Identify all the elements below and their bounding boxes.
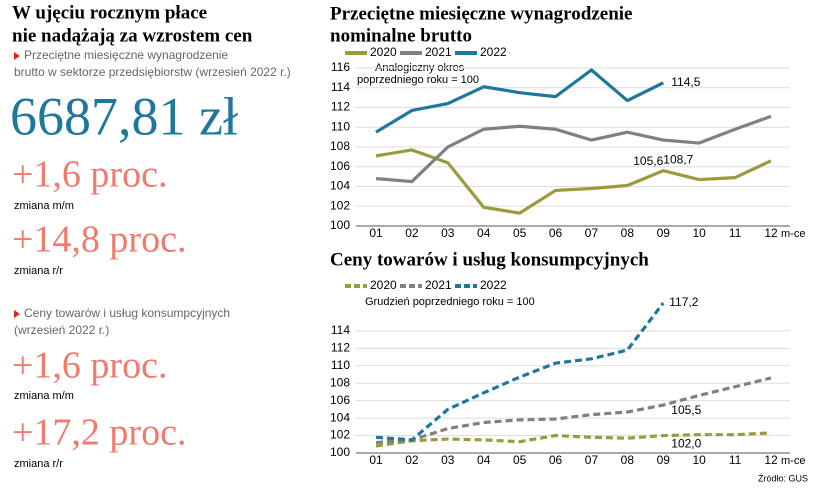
value-label: 105,5 [671,403,701,417]
x-tick-label: 03 [441,453,455,467]
x-tick-label: 10 [693,226,707,240]
y-tick-label: 106 [330,159,350,173]
change-label: zmiana m/m [14,200,74,212]
series-line [375,376,772,445]
change: +14,8 proc. [12,219,186,261]
x-tick-label: 07 [585,226,599,240]
y-tick-label: 112 [331,100,350,114]
x-tick-label: 12 [764,453,778,467]
value-label: 114,5 [671,75,700,89]
y-tick-label: 110 [331,358,350,372]
y-tick-label: 108 [330,139,350,153]
series-line [375,148,772,215]
x-tick-label: 02 [405,226,419,240]
note: (wrzesień 2022 r.) [14,323,109,337]
left-panel: W ujęciu rocznym płace nie nadążają za w… [10,2,291,470]
x-tick-label: 05 [513,453,527,467]
panel-title: nie nadążają za wzrostem cen [12,25,253,46]
y-tick-label: 102 [330,428,350,442]
x-tick-label: 03 [441,226,455,240]
x-tick-label: 05 [513,226,527,240]
legend-label: 2020 [370,278,397,292]
x-tick-label: 06 [549,453,563,467]
bullet [14,52,20,60]
x-tick-label: 07 [585,453,599,467]
y-tick-label: 100 [330,445,350,459]
x-tick-label: 11 [729,453,742,467]
change-label: zmiana r/r [14,265,63,277]
annotation: poprzedniego roku = 100 [357,74,479,86]
bullet [14,310,20,318]
x-axis-label: m-ce [781,455,805,467]
chart-title: nominalne brutto [330,25,472,46]
y-tick-label: 110 [331,119,350,133]
x-tick-label: 04 [477,226,491,240]
x-tick-label: 04 [477,453,491,467]
y-tick-label: 114 [331,323,350,337]
change-label: zmiana m/m [14,390,74,402]
change: +17,2 proc. [12,412,186,454]
panel-title: W ujęciu rocznym płace [12,2,207,23]
x-tick-label: 11 [729,226,742,240]
value-label: 117,2 [669,295,698,309]
y-tick-label: 104 [330,410,350,424]
y-tick-label: 106 [330,393,350,407]
note: Przeciętne miesięczne wynagrodzenie [24,48,228,62]
value-label: 105,6 [633,154,663,168]
x-tick-label: 01 [369,453,383,467]
y-tick-label: 104 [330,179,350,193]
change: +1,6 proc. [12,345,167,387]
legend-label: 2022 [480,45,507,59]
change: +1,6 proc. [12,154,167,196]
legend-label: 2022 [480,278,507,292]
x-axis-label: m-ce [781,228,805,240]
y-tick-label: 108 [330,375,350,389]
note: brutto w sektorze przedsiębiorstw (wrzes… [14,65,291,79]
series-line [375,68,664,134]
y-tick-label: 112 [331,341,350,355]
y-tick-label: 116 [331,60,350,74]
x-tick-label: 12 [764,226,778,240]
y-tick-label: 114 [331,80,350,94]
change-label: zmiana r/r [14,458,63,470]
legend-label: 2021 [425,278,452,292]
source: Źródło: GUS [758,473,808,483]
y-tick-label: 100 [330,218,350,232]
chart-title: Ceny towarów i usług konsumpcyjnych [330,249,649,270]
annotation: Grudzień poprzedniego roku = 100 [365,296,535,308]
x-tick-label: 10 [693,453,707,467]
value-label: 102,0 [671,437,701,451]
x-tick-label: 08 [621,453,635,467]
x-tick-label: 01 [369,226,383,240]
series-line [375,114,772,184]
legend-label: 2021 [425,45,452,59]
x-tick-label: 06 [549,226,563,240]
value-label: 108,7 [663,152,693,166]
note: Ceny towarów i usług konsumpcyjnych [24,306,230,320]
amount: 6687,81 zł [10,86,238,146]
x-tick-label: 09 [657,226,671,240]
legend-label: 2020 [370,45,397,59]
series-line [375,431,772,448]
x-tick-label: 08 [621,226,635,240]
chart-title: Przeciętne miesięczne wynagrodzenie [330,3,632,24]
y-tick-label: 102 [330,198,350,212]
x-tick-label: 02 [405,453,419,467]
x-tick-label: 09 [657,453,671,467]
